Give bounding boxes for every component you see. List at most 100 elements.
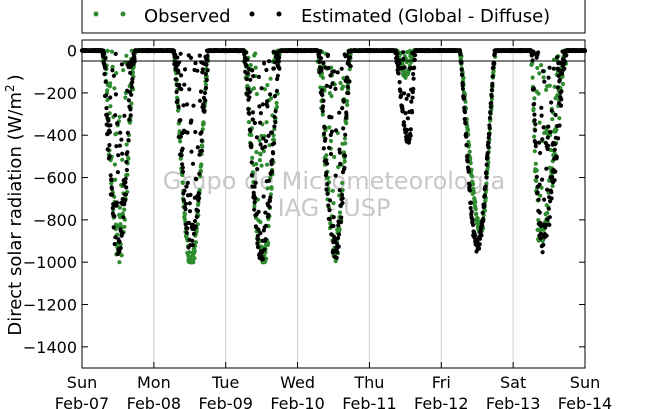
estimated-point bbox=[396, 71, 401, 76]
estimated-point bbox=[258, 111, 263, 116]
estimated-point bbox=[403, 111, 408, 116]
estimated-point bbox=[336, 244, 341, 249]
observed-point bbox=[344, 121, 349, 126]
estimated-point bbox=[128, 113, 133, 118]
observed-point bbox=[534, 168, 539, 173]
estimated-point bbox=[332, 69, 337, 74]
estimated-point bbox=[333, 128, 339, 133]
estimated-point bbox=[272, 124, 277, 129]
estimated-point bbox=[320, 92, 325, 98]
estimated-point bbox=[118, 246, 123, 251]
estimated-point bbox=[247, 95, 252, 100]
estimated-point bbox=[265, 99, 270, 104]
estimated-point bbox=[103, 66, 108, 71]
estimated-point bbox=[402, 123, 407, 128]
estimated-point bbox=[273, 120, 278, 125]
observed-point bbox=[345, 102, 350, 107]
x-tick-label-day: Fri bbox=[432, 373, 451, 392]
estimated-point bbox=[190, 161, 196, 166]
estimated-point bbox=[264, 67, 269, 73]
observed-point bbox=[539, 63, 544, 68]
estimated-point bbox=[470, 222, 476, 228]
estimated-point bbox=[405, 127, 410, 132]
x-tick-label-date: Feb-13 bbox=[486, 394, 540, 409]
estimated-point bbox=[486, 145, 491, 150]
observed-point bbox=[117, 205, 122, 210]
observed-point bbox=[550, 117, 555, 122]
estimated-point bbox=[321, 98, 326, 103]
estimated-point bbox=[108, 173, 113, 178]
estimated-point bbox=[535, 190, 540, 195]
estimated-point bbox=[532, 118, 537, 123]
estimated-point bbox=[409, 99, 414, 104]
estimated-point bbox=[342, 165, 347, 171]
estimated-point bbox=[107, 143, 112, 148]
x-tick-label-day: Sun bbox=[67, 373, 97, 392]
estimated-point bbox=[467, 183, 472, 188]
estimated-point bbox=[328, 132, 333, 138]
estimated-point bbox=[489, 94, 494, 99]
estimated-point bbox=[549, 190, 554, 195]
estimated-point bbox=[464, 134, 469, 139]
estimated-point bbox=[250, 68, 255, 73]
estimated-point bbox=[540, 137, 545, 142]
estimated-point bbox=[120, 231, 125, 236]
estimated-point bbox=[537, 210, 542, 215]
estimated-point bbox=[402, 91, 407, 96]
estimated-point bbox=[538, 150, 543, 156]
data-points bbox=[79, 48, 588, 265]
estimated-point bbox=[205, 53, 210, 59]
estimated-point bbox=[112, 242, 117, 247]
estimated-point bbox=[248, 128, 253, 134]
estimated-point bbox=[326, 203, 331, 208]
observed-point bbox=[266, 240, 271, 245]
estimated-point bbox=[324, 83, 329, 88]
estimated-point bbox=[201, 104, 206, 109]
estimated-point bbox=[410, 90, 415, 95]
x-tick-label-date: Feb-09 bbox=[198, 394, 252, 409]
estimated-point bbox=[277, 66, 282, 71]
estimated-point bbox=[175, 55, 180, 60]
estimated-point bbox=[319, 68, 324, 73]
estimated-point bbox=[318, 56, 324, 61]
x-tick-label-date: Feb-11 bbox=[342, 394, 396, 409]
estimated-point bbox=[459, 67, 464, 72]
estimated-point bbox=[108, 123, 113, 128]
estimated-point bbox=[548, 129, 553, 135]
estimated-point bbox=[401, 50, 406, 55]
estimated-point bbox=[128, 107, 133, 112]
estimated-point bbox=[103, 56, 108, 61]
estimated-point bbox=[483, 184, 488, 189]
estimated-point bbox=[268, 92, 273, 97]
estimated-point bbox=[104, 112, 110, 117]
estimated-point bbox=[194, 214, 199, 219]
observed-point bbox=[327, 125, 332, 130]
estimated-point bbox=[321, 131, 327, 136]
legend-label-estimated: Estimated (Global - Diffuse) bbox=[301, 6, 550, 27]
y-axis: 0 −200 −400 −600 −800 −1000 −1200 −1400 bbox=[23, 42, 585, 357]
estimated-point bbox=[252, 120, 257, 126]
estimated-point bbox=[340, 196, 345, 201]
observed-point bbox=[539, 185, 544, 190]
observed-point bbox=[274, 100, 279, 106]
estimated-point bbox=[185, 130, 190, 135]
observed-point bbox=[337, 210, 343, 215]
estimated-point bbox=[328, 151, 334, 157]
estimated-point bbox=[555, 85, 560, 90]
estimated-point bbox=[331, 223, 336, 229]
estimated-point bbox=[274, 88, 279, 93]
estimated-point bbox=[173, 52, 178, 57]
estimated-point bbox=[191, 103, 196, 108]
estimated-point bbox=[195, 145, 200, 150]
estimated-point bbox=[104, 106, 109, 111]
observed-point bbox=[531, 106, 536, 111]
estimated-point bbox=[536, 50, 541, 55]
estimated-point bbox=[261, 256, 266, 262]
estimated-point bbox=[546, 124, 551, 129]
estimated-point bbox=[103, 93, 109, 98]
estimated-point bbox=[128, 70, 133, 75]
estimated-point bbox=[395, 51, 400, 56]
estimated-point bbox=[341, 99, 346, 104]
estimated-point bbox=[110, 68, 115, 73]
estimated-point bbox=[328, 73, 333, 78]
